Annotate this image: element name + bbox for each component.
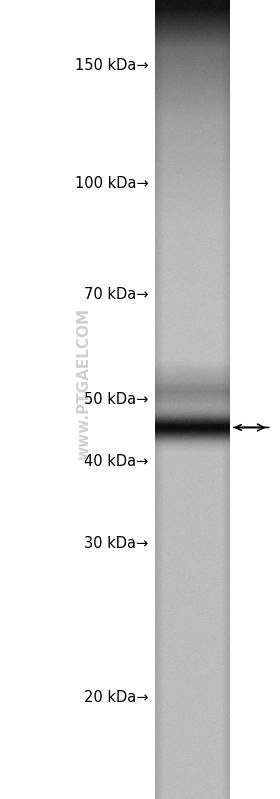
- Text: 100 kDa→: 100 kDa→: [75, 177, 148, 191]
- Text: www.PTGAELCOM: www.PTGAELCOM: [76, 308, 92, 459]
- Text: 70 kDa→: 70 kDa→: [84, 287, 148, 301]
- Text: 30 kDa→: 30 kDa→: [84, 536, 148, 551]
- Text: 20 kDa→: 20 kDa→: [84, 690, 148, 705]
- Text: 150 kDa→: 150 kDa→: [75, 58, 148, 73]
- Text: 50 kDa→: 50 kDa→: [84, 392, 148, 407]
- Bar: [230, 0, 280, 799]
- Bar: [0, 0, 155, 799]
- Text: 40 kDa→: 40 kDa→: [84, 455, 148, 469]
